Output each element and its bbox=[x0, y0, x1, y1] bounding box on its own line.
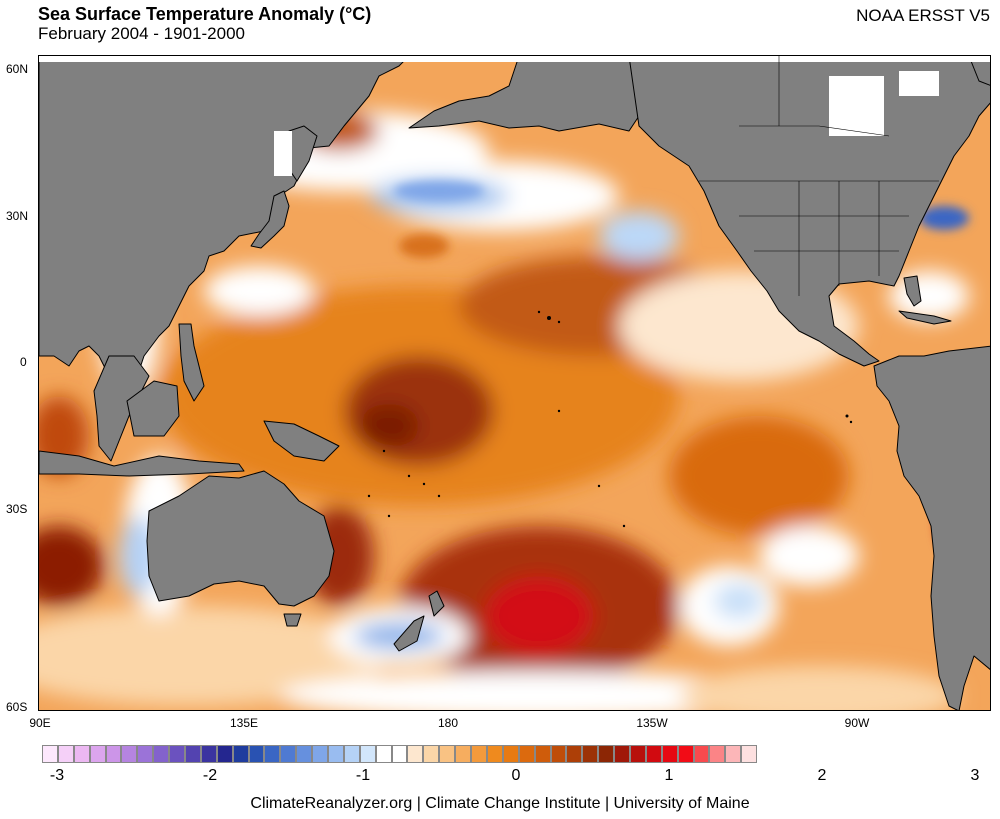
colorbar-swatch bbox=[375, 745, 392, 763]
colorbar-swatch bbox=[677, 745, 694, 763]
new-guinea bbox=[263, 420, 340, 462]
missing-data-areas bbox=[39, 56, 990, 176]
lat-label-30n: 30N bbox=[6, 209, 29, 223]
colorbar-swatch bbox=[216, 745, 233, 763]
colorbar-swatch bbox=[534, 745, 551, 763]
colorbar-swatch bbox=[57, 745, 74, 763]
colorbar-swatch bbox=[629, 745, 646, 763]
australia bbox=[146, 470, 335, 607]
colorbar-swatch bbox=[582, 745, 599, 763]
lat-label-60s: 60S bbox=[6, 700, 28, 714]
colorbar-swatch bbox=[661, 745, 678, 763]
colorbar-swatch bbox=[439, 745, 456, 763]
lat-label-0: 0 bbox=[20, 355, 27, 369]
north-america bbox=[628, 56, 990, 367]
colorbar-swatch bbox=[486, 745, 503, 763]
lon-label-135e: 135E bbox=[229, 716, 259, 730]
colorbar-swatch bbox=[248, 745, 265, 763]
anomaly-map bbox=[39, 56, 990, 710]
florida bbox=[903, 275, 922, 307]
colorbar-swatch bbox=[502, 745, 519, 763]
colorbar-swatch bbox=[741, 745, 758, 763]
political-borders bbox=[699, 56, 939, 296]
colorbar bbox=[42, 745, 758, 763]
colorbar-swatch bbox=[280, 745, 297, 763]
colorbar-swatch bbox=[343, 745, 360, 763]
colorbar-swatch bbox=[312, 745, 329, 763]
colorbar-swatch bbox=[693, 745, 710, 763]
colorbar-swatch bbox=[200, 745, 217, 763]
colorbar-swatch bbox=[455, 745, 472, 763]
pacific-islands bbox=[367, 310, 853, 528]
colorbar-swatch bbox=[391, 745, 408, 763]
colorbar-swatch bbox=[598, 745, 615, 763]
japan-islands bbox=[250, 190, 290, 249]
colorbar-label: 1 bbox=[664, 767, 674, 784]
colorbar-swatch bbox=[614, 745, 630, 763]
tasmania bbox=[283, 613, 302, 627]
colorbar-swatch bbox=[137, 745, 154, 763]
lon-label-90e: 90E bbox=[29, 716, 51, 730]
colorbar-swatch bbox=[328, 745, 344, 763]
indonesia-islands bbox=[39, 450, 245, 477]
colorbar-swatch bbox=[645, 745, 662, 763]
philippines bbox=[178, 323, 205, 402]
alaska bbox=[408, 56, 640, 132]
lon-label-90w: 90W bbox=[844, 716, 870, 730]
colorbar-swatch bbox=[471, 745, 487, 763]
borneo bbox=[126, 380, 180, 437]
land-masses bbox=[39, 56, 990, 710]
colorbar-swatch bbox=[185, 745, 201, 763]
colorbar-swatch bbox=[73, 745, 90, 763]
colorbar-swatch bbox=[296, 745, 313, 763]
colorbar-label: 0 bbox=[511, 767, 521, 784]
lon-label-180: 180 bbox=[437, 716, 459, 730]
colorbar-label: -3 bbox=[49, 767, 65, 784]
colorbar-swatch bbox=[518, 745, 535, 763]
colorbar-swatch bbox=[550, 745, 567, 763]
colorbar-swatch bbox=[423, 745, 440, 763]
colorbar-swatch bbox=[725, 745, 742, 763]
south-america bbox=[873, 345, 990, 710]
lat-label-30s: 30S bbox=[6, 502, 28, 516]
colorbar-swatch bbox=[232, 745, 249, 763]
colorbar-label: -1 bbox=[355, 767, 371, 784]
map-title: Sea Surface Temperature Anomaly (°C) bbox=[38, 4, 372, 24]
map-subtitle: February 2004 - 1901-2000 bbox=[38, 24, 245, 43]
new-zealand bbox=[393, 590, 445, 652]
colorbar-swatch bbox=[121, 745, 138, 763]
map-panel[interactable] bbox=[38, 55, 991, 711]
dataset-label: NOAA ERSST V5 bbox=[856, 6, 990, 25]
colorbar-swatch bbox=[169, 745, 186, 763]
colorbar-swatch bbox=[566, 745, 583, 763]
colorbar-swatch bbox=[709, 745, 726, 763]
colorbar-swatch bbox=[42, 745, 58, 763]
colorbar-swatch bbox=[153, 745, 170, 763]
credit-line: ClimateReanalyzer.org | Climate Change I… bbox=[250, 795, 750, 812]
colorbar-swatch bbox=[264, 745, 281, 763]
lat-label-60n: 60N bbox=[6, 62, 29, 76]
colorbar-swatch bbox=[359, 745, 376, 763]
colorbar-swatch bbox=[105, 745, 122, 763]
colorbar-label: -2 bbox=[202, 767, 218, 784]
colorbar-swatch bbox=[89, 745, 106, 763]
greenland-edge bbox=[968, 56, 990, 86]
colorbar-swatch bbox=[407, 745, 424, 763]
caribbean-islands bbox=[898, 310, 952, 325]
colorbar-label: 2 bbox=[817, 767, 827, 784]
colorbar-label: 3 bbox=[970, 767, 980, 784]
lon-label-135w: 135W bbox=[636, 716, 668, 730]
southeast-asia bbox=[93, 355, 150, 462]
